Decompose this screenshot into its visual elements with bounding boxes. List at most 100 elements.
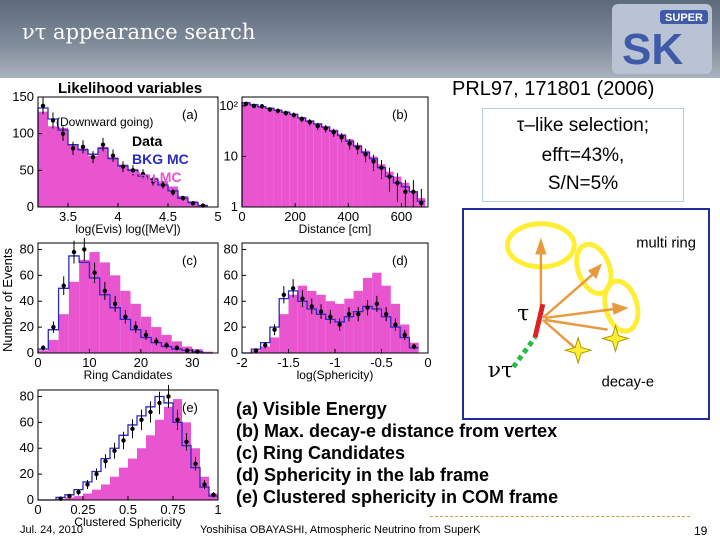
legend-tau-mc: Tau MC — [132, 169, 182, 185]
y-tick-label-e: 40 — [20, 440, 34, 455]
arrowhead-1 — [535, 237, 547, 255]
data-point-e — [148, 409, 153, 415]
legend-data: Data — [132, 133, 163, 149]
tau-mc-bar-c — [58, 314, 69, 353]
data-point-d — [402, 332, 407, 338]
x-tick-label-b: 200 — [284, 209, 306, 224]
tau-mc-bar-a — [98, 146, 108, 207]
data-point-a — [130, 168, 136, 173]
y-tick-label-a: 0 — [27, 199, 34, 214]
data-point-b — [243, 101, 249, 107]
data-point-e — [121, 438, 126, 443]
tau-mc-bar-d — [325, 301, 335, 353]
tau-mc-bar-b — [353, 144, 362, 207]
x-axis-label-d: log(Sphericity) — [297, 368, 374, 382]
x-tick-label-e: 0.5 — [119, 502, 137, 517]
track-arrow-4 — [544, 318, 608, 331]
tau-mc-bar-b — [297, 117, 306, 207]
tau-mc-bar-d — [353, 290, 363, 353]
tau-mc-bar-d — [372, 272, 382, 353]
variable-definitions: (a) Visible Energy (b) Max. decay-e dist… — [236, 398, 558, 508]
x-tick-label-b: 0 — [238, 209, 245, 224]
data-point-a — [170, 190, 176, 195]
data-point-c — [143, 332, 149, 338]
selection-line-1: τ–like selection; — [516, 115, 650, 136]
decay-e-star-2 — [600, 324, 630, 353]
y-tick-label-e: 80 — [20, 388, 34, 403]
tau-mc-bar-e — [101, 484, 110, 500]
data-point-a — [50, 118, 56, 123]
definition-e: (e) Clustered sphericity in COM frame — [236, 487, 559, 507]
data-point-b — [403, 189, 408, 194]
tau-label: τ — [517, 301, 529, 326]
data-point-c — [102, 288, 108, 294]
y-tick-label-a: 100 — [12, 126, 34, 141]
tau-mc-bar-c — [38, 350, 49, 353]
x-tick-label-d: -0.5 — [370, 355, 392, 370]
page-number: 19 — [694, 524, 708, 538]
decay-e-label: decay-e — [602, 375, 654, 391]
data-point-c — [112, 301, 118, 307]
tau-mc-bar-c — [68, 281, 80, 353]
tau-mc-bar-e — [65, 497, 74, 500]
x-tick-label-e: 0.25 — [70, 502, 95, 517]
tau-mc-bar-b — [265, 107, 274, 207]
tau-mc-bar-a — [118, 164, 128, 207]
data-point-c — [71, 249, 77, 255]
data-point-c — [123, 314, 128, 319]
y-tick-label-e: 60 — [20, 414, 34, 429]
data-point-b — [259, 104, 265, 109]
data-point-b — [379, 165, 384, 170]
event-diagram: multi ring τ ντ decay-e — [462, 208, 710, 420]
data-point-c — [82, 247, 87, 252]
data-point-a — [180, 196, 186, 201]
data-point-b — [315, 123, 320, 129]
bkg-mc-line-e — [38, 395, 218, 501]
tau-mc-bar-b — [377, 164, 386, 207]
bkg-mc-line-a — [37, 107, 208, 207]
footer-author: Yoshihisa OBAYASHI, Atmospheric Neutrino… — [200, 524, 481, 536]
x-tick-label-c: 0 — [34, 355, 41, 370]
data-point-b — [419, 200, 424, 206]
data-point-d — [374, 301, 380, 307]
y-tick-label-a: 150 — [12, 89, 34, 104]
y-tick-label-c: 80 — [20, 241, 34, 256]
x-tick-label-d: 0 — [424, 355, 431, 370]
tau-mc-bar-e — [146, 435, 155, 500]
y-tick-label-e: 20 — [20, 466, 34, 481]
data-point-b — [275, 108, 281, 114]
tau-mc-bar-a — [148, 177, 158, 207]
data-point-d — [253, 348, 259, 353]
data-point-a — [90, 154, 96, 160]
data-point-e — [175, 417, 180, 422]
data-point-e — [67, 493, 72, 499]
x-tick-label-e: 0.75 — [160, 502, 185, 517]
y-tick-label-d: 80 — [224, 241, 238, 256]
data-point-e — [94, 471, 99, 477]
definition-a: (a) Visible Energy — [236, 399, 387, 419]
plot-frame-b — [241, 96, 429, 208]
y-tick-label-d: 20 — [224, 319, 238, 334]
tau-mc-bar-a — [178, 196, 188, 207]
tau-mc-bar-b — [273, 109, 282, 207]
tau-mc-bar-b — [329, 129, 338, 207]
data-point-a — [110, 153, 116, 158]
selection-line-3: S/N=5% — [547, 173, 619, 194]
legend-downward: (Downward going) — [56, 115, 153, 129]
x-tick-label-d: -1.5 — [277, 355, 299, 370]
tau-mc-bar-c — [99, 262, 110, 353]
data-point-a — [150, 179, 156, 184]
logo-text: SUPER — [665, 12, 703, 24]
tau-mc-bar-b — [249, 103, 258, 207]
tau-mc-bar-a — [128, 168, 138, 207]
definition-b: (b) Max. decay-e distance from vertex — [236, 421, 558, 441]
data-point-a — [60, 131, 66, 136]
data-point-b — [387, 174, 392, 179]
track-arrow-5 — [542, 318, 576, 349]
data-point-b — [363, 152, 368, 157]
y-axis-label: Number of Events — [0, 247, 15, 352]
tau-mc-bar-d — [316, 294, 326, 353]
tau-mc-bar-c — [79, 259, 90, 353]
data-point-b — [291, 112, 297, 118]
